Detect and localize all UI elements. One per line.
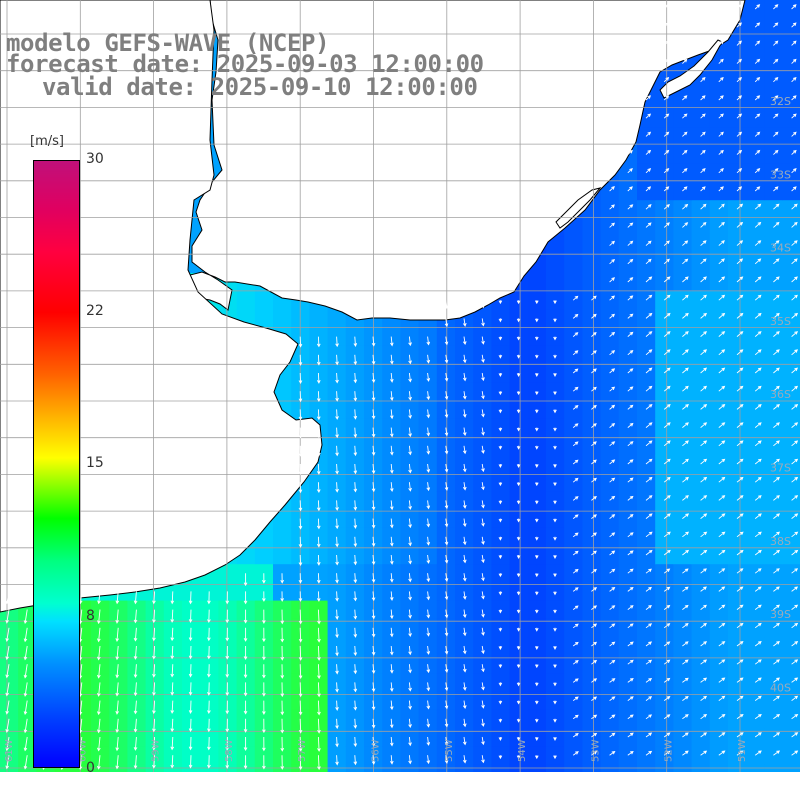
lon-label: 58W xyxy=(224,739,235,762)
lon-label: 61W xyxy=(4,739,15,762)
lagoa-dos-patos xyxy=(659,39,723,99)
lat-label: 36S xyxy=(770,388,791,401)
graticule xyxy=(0,0,800,772)
colorbar-tick-22: 22 xyxy=(86,303,104,319)
lon-label: 53W xyxy=(590,739,601,762)
lat-label: 32S xyxy=(770,95,791,108)
colorbar xyxy=(33,160,80,768)
colorbar-tick-0: 0 xyxy=(86,760,95,776)
lat-label: 39S xyxy=(770,608,791,621)
lat-label: 35S xyxy=(770,315,791,328)
colorbar-tick-8: 8 xyxy=(86,608,95,624)
lagoa-mirim xyxy=(555,187,602,229)
lon-label: 56W xyxy=(371,739,382,762)
land-uruguay-brazil xyxy=(185,0,746,321)
lon-label: 59W xyxy=(151,739,162,762)
colorbar-unit: [m/s] xyxy=(30,134,64,149)
colorbar-tick-15: 15 xyxy=(86,455,104,471)
lat-label: 38S xyxy=(770,535,791,548)
lon-label: 60W xyxy=(77,739,88,762)
lon-label: 52W xyxy=(664,739,675,762)
wind-arrows xyxy=(5,3,799,771)
model-title: modelo GEFS-WAVE (NCEP) xyxy=(6,29,330,57)
lat-label: 34S xyxy=(770,242,791,255)
forecast-date: forecast date: 2025-09-03 12:00:00 xyxy=(6,50,484,78)
lon-label: 55W xyxy=(444,739,455,762)
lat-label: 37S xyxy=(770,462,791,475)
lon-label: 51W xyxy=(737,739,748,762)
lon-label: 54W xyxy=(517,739,528,762)
lat-label: 33S xyxy=(770,168,791,181)
lon-label: 57W xyxy=(297,739,308,762)
colorbar-tick-30: 30 xyxy=(86,151,104,167)
lat-label: 40S xyxy=(770,681,791,694)
graticule-labels: 32S 33S 34S 35S 36S 37S 38S 39S 40S 61W 60W 59W 58W 5… xyxy=(4,95,791,762)
valid-date: valid date: 2025-09-10 12:00:00 xyxy=(42,73,478,101)
